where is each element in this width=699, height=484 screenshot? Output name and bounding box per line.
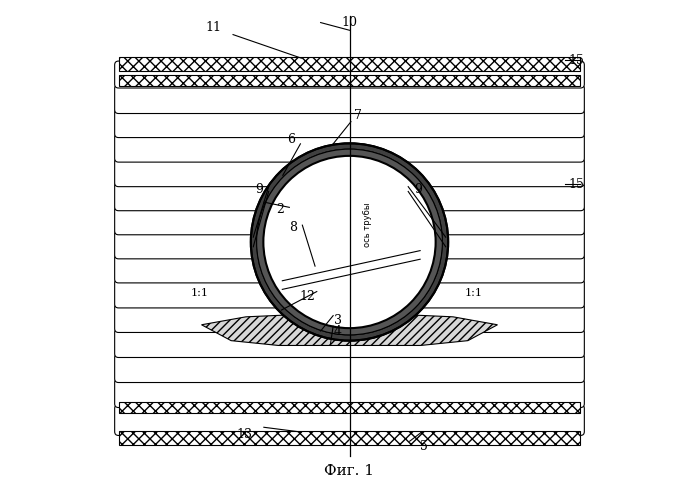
Text: 5: 5 — [420, 439, 428, 453]
Bar — [119, 57, 580, 71]
FancyBboxPatch shape — [115, 378, 584, 408]
Text: 2: 2 — [276, 203, 284, 216]
FancyBboxPatch shape — [115, 158, 584, 187]
FancyBboxPatch shape — [115, 85, 584, 114]
Circle shape — [251, 143, 448, 341]
FancyBboxPatch shape — [115, 206, 584, 235]
Text: 15: 15 — [569, 178, 584, 191]
Text: 10: 10 — [342, 16, 357, 29]
Circle shape — [257, 149, 442, 335]
Bar — [119, 402, 580, 413]
FancyBboxPatch shape — [115, 109, 584, 137]
Text: 1:1: 1:1 — [190, 288, 208, 299]
Bar — [119, 75, 580, 86]
Text: 7: 7 — [354, 109, 362, 122]
FancyBboxPatch shape — [115, 303, 584, 333]
Text: 4: 4 — [334, 325, 342, 337]
Text: 11: 11 — [206, 21, 222, 34]
Text: 8: 8 — [289, 221, 296, 234]
Circle shape — [257, 149, 442, 335]
FancyBboxPatch shape — [115, 182, 584, 211]
FancyBboxPatch shape — [115, 254, 584, 283]
Polygon shape — [201, 314, 498, 346]
Bar — [119, 431, 580, 445]
FancyBboxPatch shape — [115, 61, 584, 88]
FancyBboxPatch shape — [115, 133, 584, 162]
FancyBboxPatch shape — [115, 329, 584, 358]
Text: 3: 3 — [334, 314, 342, 327]
Text: 12: 12 — [299, 290, 315, 303]
Text: Фиг. 1: Фиг. 1 — [324, 464, 375, 478]
Text: 9: 9 — [414, 182, 421, 196]
Text: 1:1: 1:1 — [465, 288, 483, 299]
Circle shape — [264, 156, 435, 328]
Text: 13: 13 — [236, 428, 252, 441]
FancyBboxPatch shape — [115, 405, 584, 436]
Text: ось трубы: ось трубы — [363, 203, 372, 247]
Text: 9: 9 — [255, 182, 263, 196]
FancyBboxPatch shape — [115, 354, 584, 382]
Text: 6: 6 — [287, 134, 295, 147]
FancyBboxPatch shape — [115, 230, 584, 259]
Text: 15: 15 — [569, 54, 584, 67]
FancyBboxPatch shape — [115, 279, 584, 308]
